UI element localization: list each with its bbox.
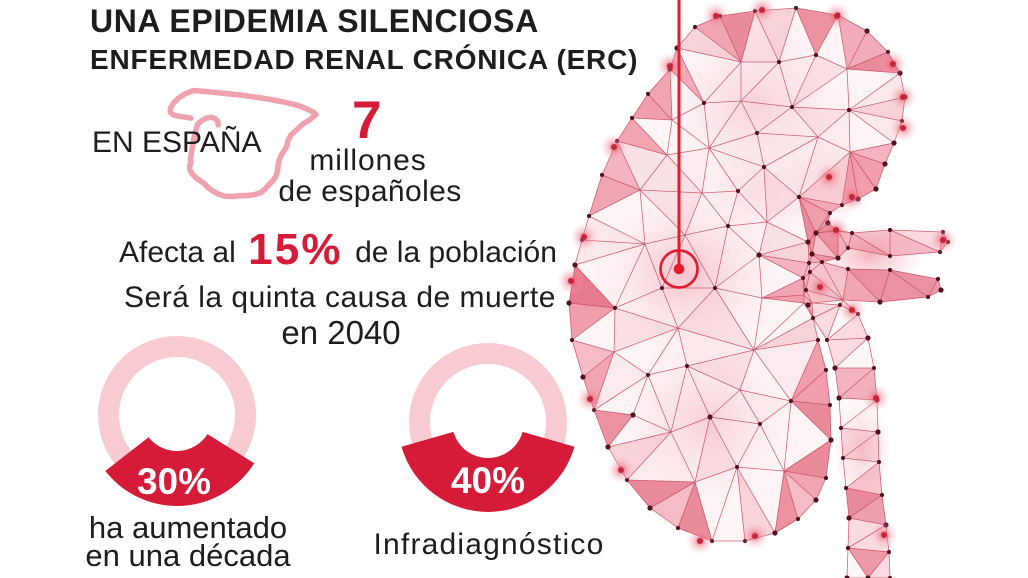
- svg-text:30%: 30%: [137, 461, 211, 502]
- svg-text:40%: 40%: [451, 460, 525, 501]
